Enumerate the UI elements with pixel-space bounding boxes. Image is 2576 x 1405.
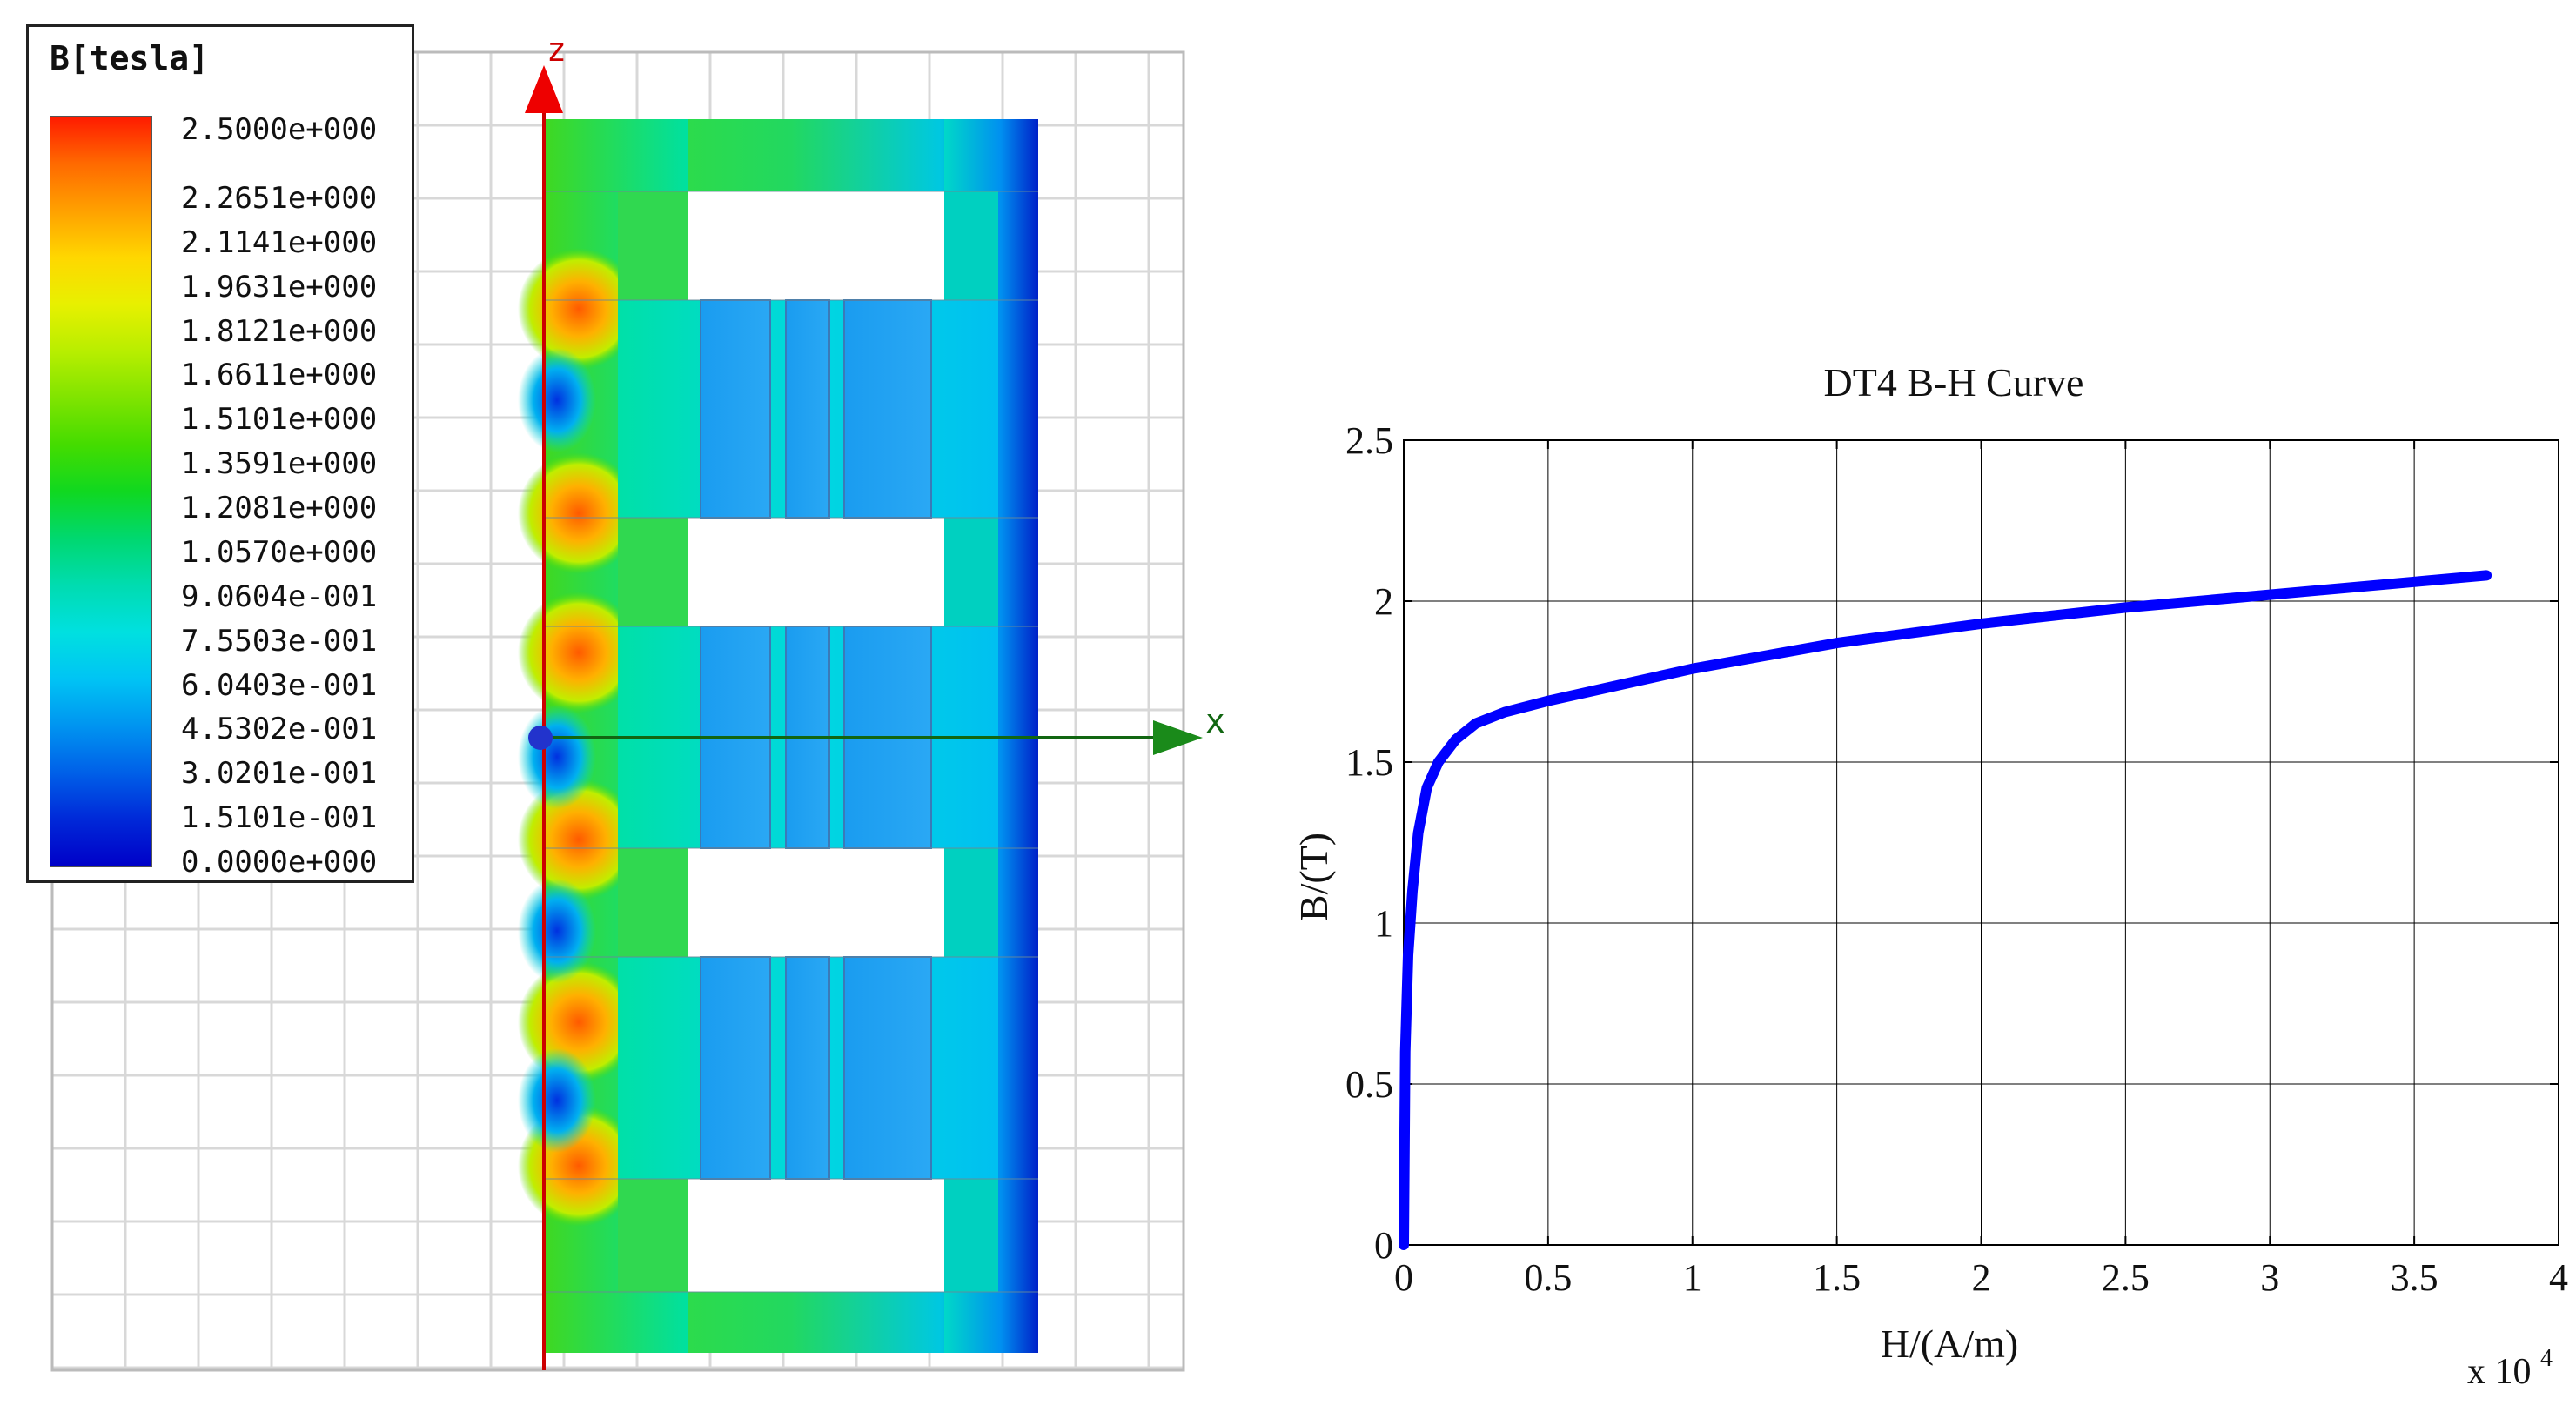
legend-label: 1.3591e+000 [181,446,378,482]
flux-hotspot [518,452,640,574]
y-tick-label: 0.5 [1345,1063,1393,1106]
x-tick-label: 1 [1683,1256,1702,1299]
y-tick-label: 2.5 [1345,419,1393,462]
y-tick-label: 1.5 [1345,741,1393,784]
x-tick-label: 2 [1972,1256,1991,1299]
x-tick-label: 1.5 [1813,1256,1861,1299]
flux-hotspot [518,592,640,713]
flux-coldspot [518,1048,596,1153]
flux-coldspot [518,879,596,983]
legend-label: 2.1141e+000 [181,224,378,260]
legend-label: 1.9631e+000 [181,269,378,304]
legend-label: 1.5101e-001 [181,800,378,836]
x-multiplier-exponent: 4 [2540,1345,2553,1372]
legend-label: 1.5101e+000 [181,402,378,438]
legend-label: 0.0000e+000 [181,845,378,880]
flux-hotspot [518,779,640,900]
bh-curve-line [1399,570,2492,1250]
chart-tick-labels: 0 0.5 1 1.5 2 2.5 3 3.5 4 0 0.5 1 1.5 2 2.5 [1345,419,2568,1299]
flux-coldspot [518,705,596,809]
fem-plot-canvas: zx [50,30,1225,1372]
legend-label: 3.0201e-001 [181,756,378,792]
legend-label: 2.2651e+000 [181,181,378,216]
coil-slot [785,299,830,519]
x-tick-label: 0 [1394,1256,1413,1299]
legend-label: 6.0403e-001 [181,667,378,703]
z-axis-arrow [525,65,563,113]
x-tick-label: 3.5 [2391,1256,2438,1299]
origin-marker [528,726,553,750]
chart-gridlines [1403,439,2559,1246]
bh-curve-chart: DT4 B-H Curve 0 0.5 1 1.5 2 2.5 3 3.5 4 0 0.5 1 1.5 2… [1253,0,2576,1405]
x-tick-label: 4 [2549,1256,2568,1299]
legend-color-bar [50,116,152,867]
legend-label: 1.2081e+000 [181,491,378,526]
x-tick-label: 0.5 [1524,1256,1572,1299]
y-tick-label: 0 [1374,1224,1393,1267]
legend-label: 4.5302e-001 [181,712,378,747]
legend-label: 9.0604e-001 [181,579,378,614]
legend-label: 2.5000e+000 [181,112,378,147]
flux-hotspot [518,248,640,370]
x-axis-arrow [1153,720,1203,755]
y-tick-label: 1 [1374,902,1393,945]
coil-slot [785,956,830,1180]
y-axis-label: B/(T) [1291,833,1336,921]
x-axis-label: H/(A/m) [1881,1321,2018,1366]
x-axis-multiplier: x 10 4 [2467,1345,2553,1392]
chart-title: DT4 B-H Curve [1824,360,2084,405]
x-multiplier-base: x 10 [2467,1352,2532,1392]
coil-slot [843,956,932,1180]
legend-label: 1.8121e+000 [181,313,378,349]
x-axis-label: x [1205,702,1225,740]
x-tick-label: 2.5 [2102,1256,2150,1299]
legend-title: B[tesla] [50,39,210,77]
flux-coldspot [518,348,596,452]
legend-label: 1.6611e+000 [181,358,378,393]
fem-geometry: zx [518,30,1225,1370]
bh-chart-canvas: DT4 B-H Curve 0 0.5 1 1.5 2 2.5 3 3.5 4 0 0.5 1 1.5 2… [1291,360,2568,1392]
flux-density-legend: B[tesla] 2.5000e+000 2.2651e+000 2.1141e+0… [26,24,414,883]
legend-label: 1.0570e+000 [181,534,378,570]
coil-slot [700,299,771,519]
x-tick-label: 3 [2260,1256,2279,1299]
y-tick-label: 2 [1374,580,1393,623]
legend-label: 7.5503e-001 [181,623,378,659]
plot-frame [1403,439,2559,1246]
coil-slot [843,299,932,519]
coil-slot [700,956,771,1180]
z-axis-label: z [547,30,567,69]
